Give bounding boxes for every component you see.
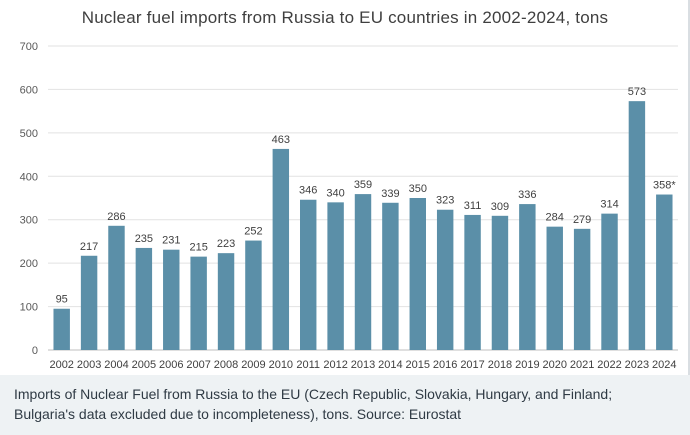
x-tick-label: 2014 <box>378 359 402 371</box>
data-label: 573 <box>628 86 646 98</box>
x-tick-label: 2010 <box>269 359 293 371</box>
bar <box>519 204 536 350</box>
x-tick-label: 2006 <box>159 359 183 371</box>
bar <box>300 199 317 350</box>
x-tick-label: 2021 <box>570 359 594 371</box>
x-tick-label: 2002 <box>49 359 73 371</box>
x-tick-label: 2005 <box>132 359 156 371</box>
y-tick-label: 100 <box>20 302 38 314</box>
data-label: 463 <box>272 134 290 146</box>
data-label: 323 <box>436 195 454 207</box>
x-tick-label: 2003 <box>77 359 101 371</box>
bar <box>53 308 70 350</box>
bar <box>382 202 399 350</box>
x-tick-label: 2016 <box>433 359 457 371</box>
bar <box>656 194 673 350</box>
bar <box>491 215 509 350</box>
data-label: 358* <box>653 180 676 192</box>
x-tick-label: 2009 <box>241 359 265 371</box>
data-label: 223 <box>217 238 235 250</box>
x-tick-label: 2011 <box>296 359 320 371</box>
x-tick-label: 2020 <box>542 359 566 371</box>
data-label: 346 <box>299 185 317 197</box>
bar <box>272 148 290 350</box>
x-tick-label: 2012 <box>323 359 347 371</box>
bar <box>601 213 618 350</box>
bar <box>628 101 646 350</box>
data-label: 350 <box>409 183 427 195</box>
y-tick-label: 300 <box>20 215 38 227</box>
bar-chart: 0 100 200 300 400 500 600 700 95 2002 217 2003 286 20… <box>20 41 678 371</box>
chart-card: Nuclear fuel imports from Russia to EU c… <box>0 0 690 375</box>
bar <box>108 225 125 350</box>
y-tick-label: 700 <box>20 41 38 53</box>
data-label: 95 <box>56 294 68 306</box>
x-tick-label: 2015 <box>406 359 430 371</box>
y-tick-label: 0 <box>32 345 38 357</box>
x-tick-label: 2008 <box>214 359 238 371</box>
bar <box>354 194 372 350</box>
x-tick-label: 2007 <box>186 359 210 371</box>
bar <box>80 255 98 350</box>
bar <box>245 240 262 350</box>
bar <box>217 253 235 350</box>
data-label: 252 <box>244 226 262 238</box>
bar <box>135 247 153 350</box>
bar <box>436 209 454 350</box>
x-tick-label: 2018 <box>488 359 512 371</box>
data-label: 231 <box>162 235 180 247</box>
data-label: 284 <box>546 212 564 224</box>
y-tick-label: 600 <box>20 84 38 96</box>
chart-title: Nuclear fuel imports from Russia to EU c… <box>81 8 609 27</box>
x-tick-label: 2024 <box>652 359 676 371</box>
x-tick-label: 2023 <box>625 359 649 371</box>
data-label: 286 <box>107 211 125 223</box>
data-label: 340 <box>326 187 344 199</box>
x-tick-label: 2013 <box>351 359 375 371</box>
bar <box>409 198 426 350</box>
bar <box>327 202 344 350</box>
bar <box>573 228 591 350</box>
x-tick-label: 2019 <box>515 359 539 371</box>
x-tick-label: 2022 <box>597 359 621 371</box>
x-tick-label: 2004 <box>104 359 128 371</box>
data-label: 339 <box>381 188 399 200</box>
bar <box>190 256 207 350</box>
bar <box>546 226 563 350</box>
data-label: 235 <box>135 233 153 245</box>
x-tick-label: 2017 <box>460 359 484 371</box>
y-tick-label: 200 <box>20 258 38 270</box>
data-label: 314 <box>600 199 618 211</box>
data-label: 359 <box>354 179 372 191</box>
data-label: 309 <box>491 201 509 213</box>
data-label: 279 <box>573 214 591 226</box>
data-label: 217 <box>80 241 98 253</box>
data-label: 311 <box>464 200 482 212</box>
bar <box>163 249 180 350</box>
data-label: 336 <box>518 189 536 201</box>
bar <box>464 214 481 350</box>
y-tick-label: 400 <box>20 171 38 183</box>
data-label: 215 <box>189 242 207 254</box>
y-tick-label: 500 <box>20 128 38 140</box>
figure-caption: Imports of Nuclear Fuel from Russia to t… <box>14 386 613 422</box>
